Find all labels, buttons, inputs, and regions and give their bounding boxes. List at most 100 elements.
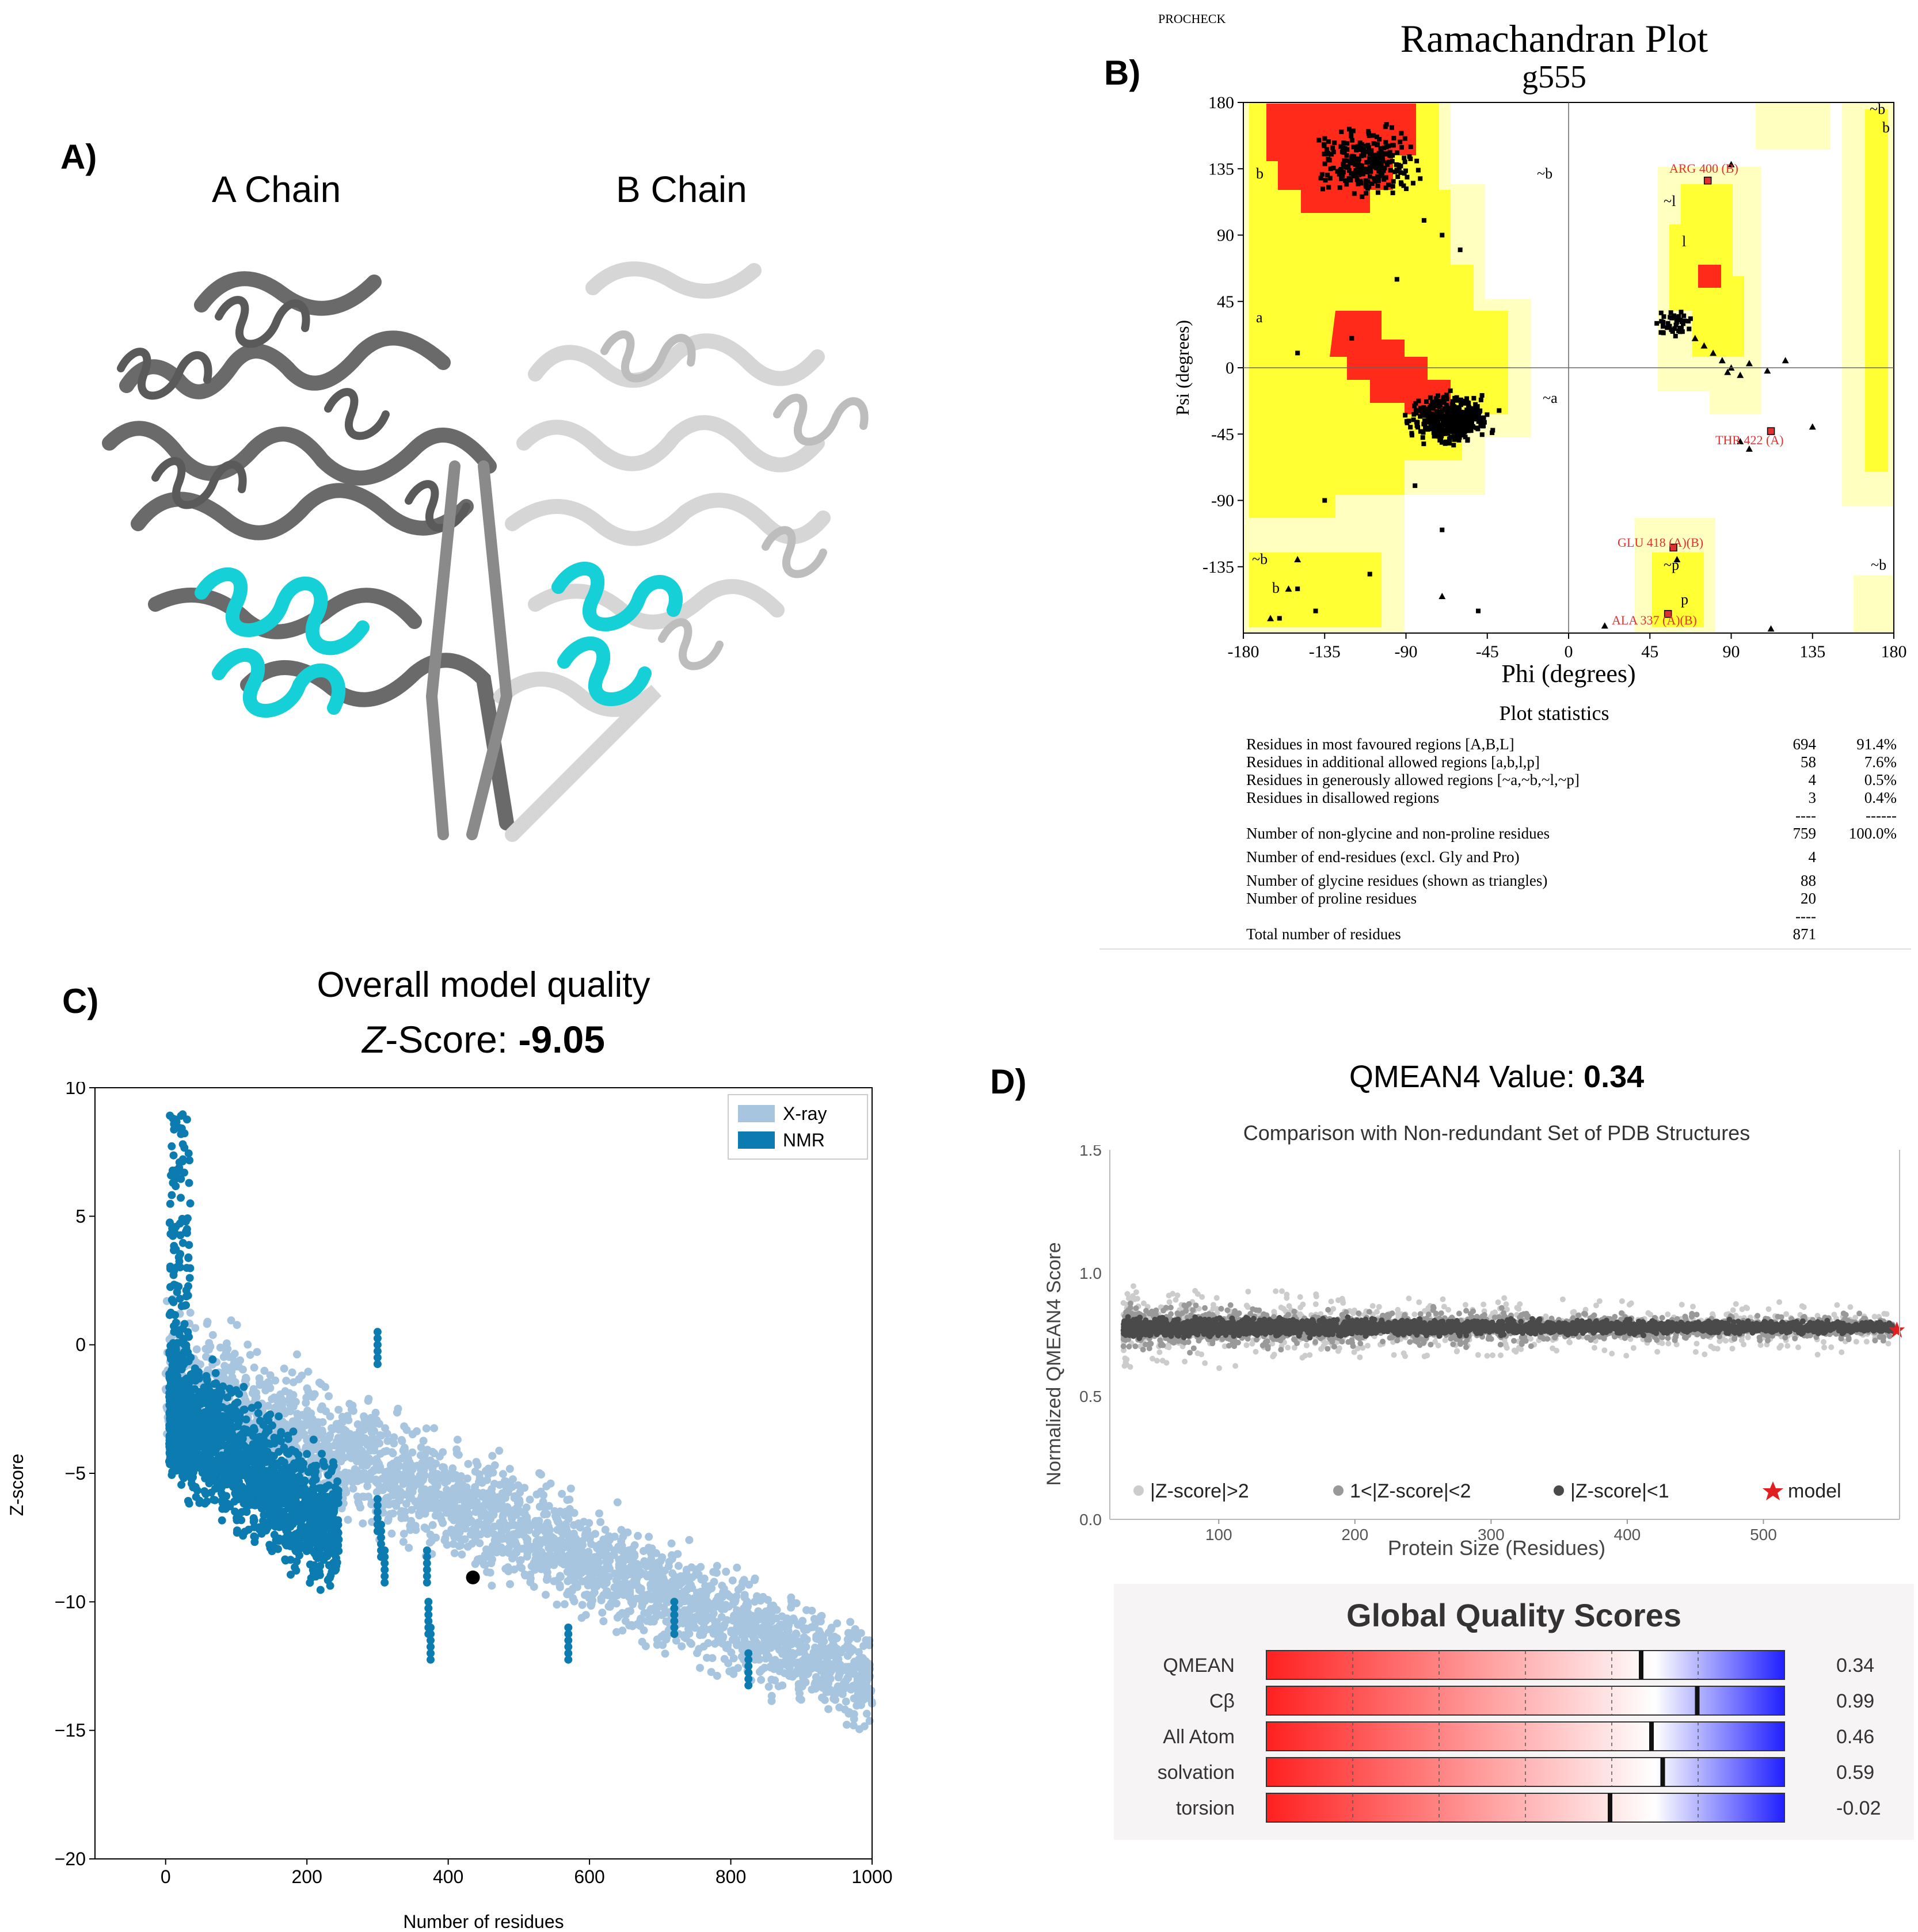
zscore-title-rest: -Score: <box>385 1018 519 1061</box>
ram-residue-point <box>1384 122 1389 127</box>
ram-outlier-point <box>1664 609 1672 618</box>
xray-point <box>599 1617 608 1625</box>
ram-residue-point <box>1325 173 1330 178</box>
xray-point <box>463 1542 472 1551</box>
xray-point <box>555 1583 564 1591</box>
ram-residue-point <box>1414 158 1420 163</box>
xray-point <box>472 1458 481 1466</box>
xray-point <box>844 1629 853 1637</box>
xray-point <box>428 1465 437 1473</box>
ram-residue-point <box>1372 176 1377 181</box>
nmr-point <box>255 1433 263 1442</box>
ram-residue-point <box>1432 433 1437 439</box>
xray-point <box>840 1685 848 1693</box>
nmr-point <box>268 1464 276 1472</box>
panel-label-a: A) <box>60 138 97 176</box>
xray-point <box>408 1430 417 1439</box>
xray-point <box>389 1482 398 1491</box>
nmr-point <box>174 1422 183 1430</box>
xray-point <box>293 1350 301 1359</box>
ram-xlabel: Phi (degrees) <box>1501 660 1635 688</box>
ram-residue-point <box>1384 160 1390 165</box>
zscore-points <box>161 1110 876 1733</box>
xray-point <box>535 1469 543 1477</box>
xray-point <box>636 1616 645 1625</box>
xray-point <box>650 1582 659 1591</box>
nmr-point <box>309 1528 317 1537</box>
ram-residue-point <box>1433 431 1438 436</box>
xray-point <box>366 1475 374 1484</box>
ram-residue-point <box>1351 144 1356 150</box>
ram-residue-point <box>1382 151 1387 157</box>
nmr-point <box>258 1479 267 1488</box>
ram-residue-point <box>1462 410 1467 415</box>
ram-residue-point <box>1364 149 1369 154</box>
ram-residue-point <box>1673 322 1679 327</box>
xray-point <box>452 1484 461 1492</box>
xray-point <box>709 1568 718 1576</box>
ram-residue-point <box>1382 177 1387 182</box>
ram-region-label: b <box>1272 580 1280 596</box>
ram-residue-point <box>1360 142 1365 147</box>
nmr-point <box>316 1561 325 1570</box>
nmr-point <box>318 1494 326 1503</box>
procheck-label: PROCHECK <box>1158 12 1226 26</box>
nmr-point <box>207 1406 215 1415</box>
ram-residue-point <box>1349 134 1354 139</box>
xray-point <box>778 1649 787 1658</box>
ram-residue-point <box>1403 413 1408 418</box>
nmr-point <box>193 1405 201 1413</box>
ram-residue-point <box>1345 165 1350 170</box>
stats-row: Number of non-glycine and non-proline re… <box>1246 825 1897 843</box>
xray-point <box>411 1522 420 1530</box>
xray-point <box>645 1533 653 1541</box>
ram-residue-point <box>1369 148 1374 153</box>
xray-point <box>399 1446 408 1455</box>
xray-point <box>817 1639 826 1648</box>
xray-point <box>494 1493 503 1502</box>
xray-point <box>302 1398 310 1407</box>
xray-point <box>427 1485 435 1494</box>
nmr-point <box>277 1437 285 1446</box>
ram-residue-point <box>1420 435 1425 440</box>
xray-point <box>698 1614 707 1622</box>
xray-point <box>775 1667 784 1675</box>
ram-residue-point <box>1320 186 1326 192</box>
nmr-point <box>239 1405 248 1414</box>
ram-residue-point <box>1437 422 1443 427</box>
xray-point <box>598 1609 607 1617</box>
xray-point <box>286 1393 294 1402</box>
xray-point <box>288 1368 296 1377</box>
ram-residue-point <box>1339 175 1344 180</box>
nmr-point <box>204 1470 213 1478</box>
xray-point <box>201 1344 210 1353</box>
ram-residue-point <box>1433 418 1438 424</box>
ram-residue-point <box>1426 407 1432 412</box>
ram-residue-point <box>1451 403 1456 409</box>
nmr-point <box>205 1428 214 1437</box>
xray-point <box>399 1478 408 1486</box>
xray-point <box>612 1576 621 1585</box>
nmr-point <box>241 1507 250 1515</box>
ram-residue-point <box>1349 138 1354 143</box>
nmr-point <box>300 1531 309 1539</box>
ram-residue-point <box>1380 158 1386 163</box>
xray-point <box>651 1590 660 1599</box>
xray-point <box>417 1504 426 1513</box>
xray-point <box>790 1634 798 1643</box>
xray-point <box>590 1583 599 1592</box>
xray-point <box>508 1475 517 1484</box>
ram-residue-point <box>1668 315 1673 320</box>
xray-point <box>634 1531 642 1540</box>
ram-residue-point <box>1672 326 1677 331</box>
xray-point <box>519 1530 527 1539</box>
xray-point <box>242 1375 250 1383</box>
xray-point <box>230 1362 239 1371</box>
nmr-point <box>266 1410 275 1419</box>
xray-point <box>349 1484 357 1493</box>
xray-point <box>545 1502 553 1510</box>
ram-residue-point <box>1383 139 1388 144</box>
xray-point <box>775 1622 783 1630</box>
xray-point <box>824 1687 833 1696</box>
ram-xtick-label: 90 <box>1723 642 1740 661</box>
